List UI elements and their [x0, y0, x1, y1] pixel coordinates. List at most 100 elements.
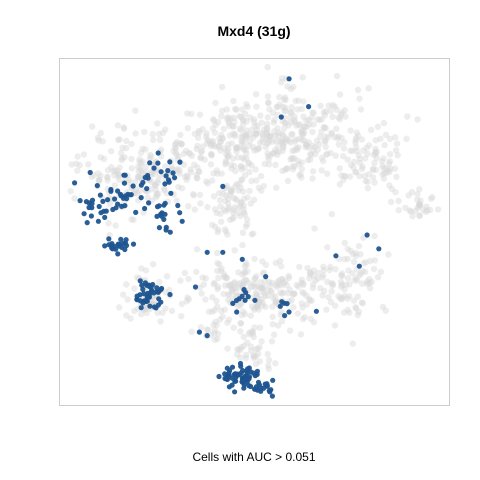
cell-point	[265, 278, 273, 286]
cell-point	[173, 138, 181, 146]
cell-point	[322, 125, 329, 132]
auc-positive-cell-point	[229, 364, 236, 370]
cell-point	[262, 143, 269, 151]
cell-point	[255, 306, 262, 313]
cell-point	[301, 123, 308, 130]
cell-point	[338, 270, 346, 277]
cell-point	[333, 125, 340, 132]
cell-point	[279, 130, 286, 137]
cell-point	[326, 266, 333, 274]
auc-positive-cell-point	[144, 186, 150, 192]
cell-point	[112, 222, 119, 229]
cell-point	[218, 131, 225, 139]
cell-point	[185, 149, 193, 157]
cell-point	[211, 306, 218, 314]
cell-point	[114, 167, 121, 174]
cell-point	[121, 154, 128, 161]
cell-point	[312, 143, 319, 151]
auc-positive-cell-point	[242, 297, 248, 303]
cell-point	[100, 155, 108, 163]
cell-point	[252, 166, 259, 173]
cell-point	[265, 139, 272, 146]
cell-point	[364, 185, 371, 192]
cell-point	[348, 161, 355, 169]
cell-point	[253, 290, 261, 298]
cell-point	[350, 164, 357, 171]
cell-point	[235, 346, 242, 353]
cell-point	[383, 169, 390, 176]
cell-point	[300, 127, 307, 134]
cell-point	[342, 113, 349, 120]
cell-point	[255, 350, 262, 357]
cell-point	[289, 166, 297, 173]
cell-point	[365, 171, 373, 178]
cell-point	[258, 295, 265, 303]
cell-point	[139, 169, 146, 177]
cell-point	[132, 130, 139, 137]
cell-point	[237, 279, 244, 287]
cell-point	[242, 276, 249, 283]
auc-positive-cell-point	[144, 282, 150, 288]
cell-point	[357, 270, 364, 277]
cell-point	[217, 139, 224, 146]
cell-point	[104, 173, 111, 181]
cell-point	[338, 134, 345, 142]
cell-point	[364, 150, 371, 158]
cell-point	[314, 116, 321, 123]
cell-point	[152, 187, 159, 194]
cell-point	[238, 312, 245, 319]
cell-point	[230, 194, 237, 202]
cell-point	[241, 211, 248, 218]
auc-positive-cell-point	[154, 213, 160, 219]
cell-point	[306, 275, 313, 282]
cell-point	[395, 207, 402, 214]
cell-point	[243, 216, 251, 223]
cell-point	[241, 263, 248, 270]
cell-point	[355, 242, 363, 250]
cell-point	[119, 155, 126, 162]
cell-point	[251, 275, 258, 282]
cell-point	[159, 309, 166, 317]
cell-point	[377, 135, 384, 142]
cell-point	[232, 289, 240, 296]
cell-point	[305, 139, 312, 146]
cell-point	[212, 99, 219, 107]
cell-point	[228, 188, 235, 196]
cell-point	[278, 276, 286, 283]
cell-point	[177, 131, 184, 139]
cell-point	[259, 132, 266, 139]
cell-point	[228, 288, 236, 295]
cell-point	[237, 354, 244, 361]
cell-point	[329, 280, 337, 288]
auc-positive-cell-point	[172, 175, 178, 181]
cell-point	[331, 322, 339, 329]
cell-point	[327, 107, 334, 115]
auc-positive-cell-point	[153, 305, 159, 311]
auc-positive-cell-point	[277, 303, 283, 309]
cell-point	[287, 156, 294, 163]
cell-point	[139, 145, 146, 152]
cell-point	[268, 279, 276, 286]
cell-point	[138, 311, 145, 318]
cell-point	[340, 176, 347, 184]
cell-point	[239, 308, 247, 315]
cell-point	[294, 106, 301, 113]
cell-point	[393, 173, 400, 180]
cell-point	[218, 170, 225, 177]
cell-point	[320, 263, 327, 270]
cell-point	[291, 155, 298, 162]
auc-positive-cell-point	[238, 370, 244, 376]
cell-point	[185, 296, 193, 303]
cell-point	[181, 174, 189, 181]
cell-point	[180, 161, 188, 168]
cell-point	[211, 129, 219, 136]
auc-positive-cell-point	[226, 384, 232, 390]
cell-point	[265, 356, 273, 364]
cell-point	[278, 318, 286, 325]
cell-point	[154, 120, 161, 127]
auc-positive-cell-point	[155, 160, 161, 166]
cell-point	[351, 158, 358, 165]
cell-point	[243, 134, 250, 141]
auc-positive-cell-point	[108, 188, 114, 194]
cell-point	[283, 282, 290, 289]
